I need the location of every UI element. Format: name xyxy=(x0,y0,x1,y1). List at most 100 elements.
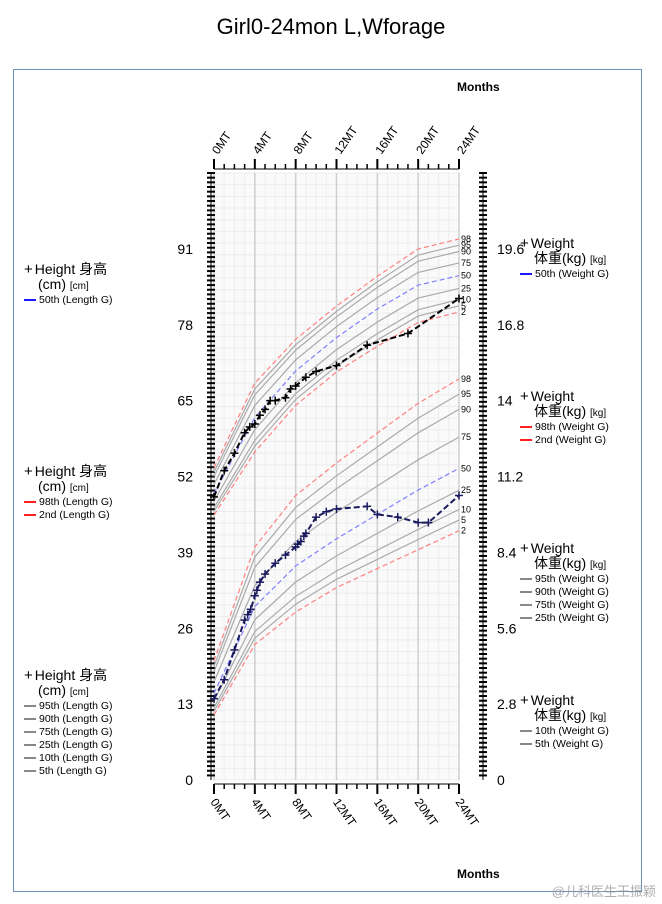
legend-swatch xyxy=(24,501,36,504)
legend-item-label: 75th (Length G) xyxy=(39,726,113,738)
legend-subtitle-text: 体重(kg) xyxy=(534,707,590,723)
legend-subtitle-text: (cm) xyxy=(38,682,70,698)
weight-point xyxy=(363,502,372,511)
legend-item: 25th (Length G) xyxy=(24,739,113,752)
legend-swatch xyxy=(520,578,532,581)
legend-item: 95th (Weight G) xyxy=(520,573,609,586)
weight-p95-label: 95 xyxy=(461,389,471,399)
legend-swatch xyxy=(520,591,532,594)
legend-marker: + xyxy=(24,667,33,684)
legend-item-label: 25th (Weight G) xyxy=(535,612,609,624)
legend-item-label: 5th (Weight G) xyxy=(535,738,604,750)
weight-p98-curve xyxy=(213,378,460,662)
legend-item: 95th (Length G) xyxy=(24,700,113,713)
legend-swatch xyxy=(24,757,36,760)
height-point xyxy=(250,419,259,428)
legend-swatch xyxy=(520,273,532,276)
weight-p50-curve xyxy=(213,467,460,694)
length-p75-label: 75 xyxy=(461,258,471,268)
length-p5-label: 5 xyxy=(461,301,466,311)
legend-item: 5th (Length G) xyxy=(24,765,113,778)
weight-p50-label: 50 xyxy=(461,463,471,473)
weight-p98-label: 98 xyxy=(461,374,471,384)
legend-subtitle-text: (cm) xyxy=(38,478,70,494)
legend-title-text: Height 身高 xyxy=(34,667,108,683)
legend-subtitle-text: 体重(kg) xyxy=(534,250,590,266)
height-point xyxy=(301,373,310,382)
legend-unit: [kg] xyxy=(590,560,607,571)
left-tick-label: 0 xyxy=(185,772,193,788)
legend-unit: [cm] xyxy=(69,687,89,698)
weight-p75-label: 75 xyxy=(461,432,471,442)
legend-weight-1: + Weight 体重(kg) [kg] 98th (Weight G) 2nd (We… xyxy=(520,389,609,447)
legend-swatch xyxy=(24,731,36,734)
legend-subtitle: (cm) [cm] xyxy=(24,479,113,496)
legend-swatch xyxy=(520,730,532,733)
height-point xyxy=(240,428,249,437)
right-tick-label: 19.6 xyxy=(497,241,524,257)
left-tick-label: 13 xyxy=(177,696,193,712)
height-point xyxy=(245,422,254,431)
top-axis-label: Months xyxy=(457,80,500,94)
legend-subtitle: 体重(kg) [kg] xyxy=(520,251,609,268)
weight-point xyxy=(455,491,463,500)
length-p2-label: 2 xyxy=(461,307,466,317)
legend-item-label: 50th (Length G) xyxy=(39,294,113,306)
x-tick-label-top: 16MT xyxy=(372,123,401,157)
right-tick-label: 2.8 xyxy=(497,696,517,712)
weight-point xyxy=(246,605,255,614)
legend-weight-4: + Weight 体重(kg) [kg] 50th (Weight G) xyxy=(520,236,609,281)
weight-point xyxy=(296,537,305,546)
legend-marker: + xyxy=(24,463,33,480)
weight-p10-curve xyxy=(213,508,460,708)
legend-subtitle: (cm) [cm] xyxy=(24,683,113,700)
legend-item-label: 90th (Length G) xyxy=(39,713,113,725)
weight-point xyxy=(210,694,218,703)
legend-subtitle: 体重(kg) [kg] xyxy=(520,556,609,573)
legend-item: 98th (Length G) xyxy=(24,496,113,509)
right-tick-label: 14 xyxy=(497,393,513,409)
weight-p5-label: 5 xyxy=(461,515,466,525)
legend-item: 98th (Weight G) xyxy=(520,421,609,434)
length-p95-curve xyxy=(213,244,460,473)
legend-swatch xyxy=(24,744,36,747)
legend-subtitle: 体重(kg) [kg] xyxy=(520,708,609,725)
x-tick-label-top: 12MT xyxy=(331,123,360,157)
legend-item: 10th (Weight G) xyxy=(520,725,609,738)
x-tick-label-bottom: 24MT xyxy=(453,796,482,830)
length-p25-label: 25 xyxy=(461,283,471,293)
legend-marker: + xyxy=(520,235,529,252)
legend-subtitle-text: (cm) xyxy=(38,276,70,292)
legend-marker: + xyxy=(520,388,529,405)
legend-swatch xyxy=(520,604,532,607)
legend-marker: + xyxy=(520,692,529,709)
legend-item-label: 95th (Weight G) xyxy=(535,573,609,585)
legend-unit: [kg] xyxy=(590,408,607,419)
legend-swatch xyxy=(520,617,532,620)
height-point xyxy=(261,405,270,414)
left-tick-label: 26 xyxy=(177,620,193,636)
right-tick-label: 0 xyxy=(497,772,505,788)
legend-item: 75th (Length G) xyxy=(24,726,113,739)
weight-point xyxy=(312,513,321,522)
legend-title-text: Weight xyxy=(530,388,575,404)
weight-p90-label: 90 xyxy=(461,404,471,414)
x-tick-label-top: 24MT xyxy=(454,123,483,157)
length-p50-curve xyxy=(213,275,460,494)
legend-title: + Height 身高 xyxy=(24,262,113,277)
height-point xyxy=(271,396,280,405)
height-point xyxy=(255,411,264,420)
legend-title-text: Weight xyxy=(530,692,575,708)
weight-point xyxy=(220,675,229,684)
legend-swatch xyxy=(24,718,36,721)
left-tick-label: 91 xyxy=(177,241,193,257)
weight-point xyxy=(261,570,270,579)
weight-point xyxy=(271,559,280,568)
legend-item-label: 98th (Length G) xyxy=(39,496,113,508)
length-p98-curve xyxy=(213,238,460,468)
legend-item-label: 90th (Weight G) xyxy=(535,586,609,598)
length-p10-curve xyxy=(213,299,460,509)
height-point xyxy=(312,367,321,376)
weight-point xyxy=(252,586,261,595)
weight-p5-curve xyxy=(213,519,460,712)
